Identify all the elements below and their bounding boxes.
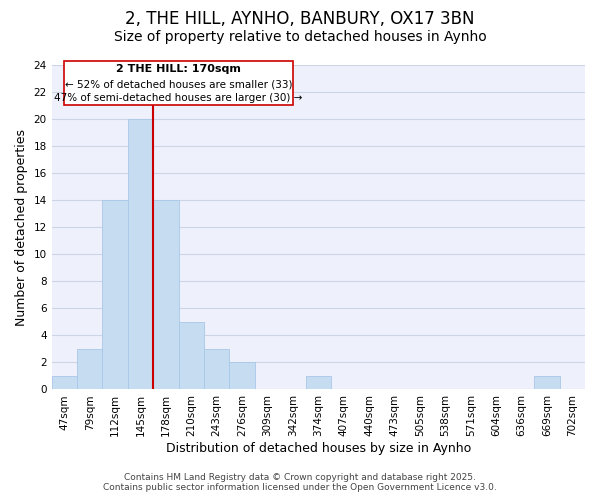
Bar	[204, 349, 229, 390]
Bar	[179, 322, 204, 390]
Text: Size of property relative to detached houses in Aynho: Size of property relative to detached ho…	[113, 30, 487, 44]
Bar	[534, 376, 560, 390]
Text: 47% of semi-detached houses are larger (30) →: 47% of semi-detached houses are larger (…	[55, 92, 303, 102]
Bar	[128, 119, 153, 390]
Bar	[153, 200, 179, 390]
Bar	[305, 376, 331, 390]
Text: ← 52% of detached houses are smaller (33): ← 52% of detached houses are smaller (33…	[65, 79, 292, 89]
Bar	[77, 349, 103, 390]
Text: Contains HM Land Registry data © Crown copyright and database right 2025.
Contai: Contains HM Land Registry data © Crown c…	[103, 473, 497, 492]
Text: 2 THE HILL: 170sqm: 2 THE HILL: 170sqm	[116, 64, 241, 74]
Y-axis label: Number of detached properties: Number of detached properties	[15, 128, 28, 326]
Text: 2, THE HILL, AYNHO, BANBURY, OX17 3BN: 2, THE HILL, AYNHO, BANBURY, OX17 3BN	[125, 10, 475, 28]
X-axis label: Distribution of detached houses by size in Aynho: Distribution of detached houses by size …	[166, 442, 471, 455]
Bar	[103, 200, 128, 390]
Bar	[229, 362, 255, 390]
Bar	[52, 376, 77, 390]
FancyBboxPatch shape	[64, 61, 293, 106]
